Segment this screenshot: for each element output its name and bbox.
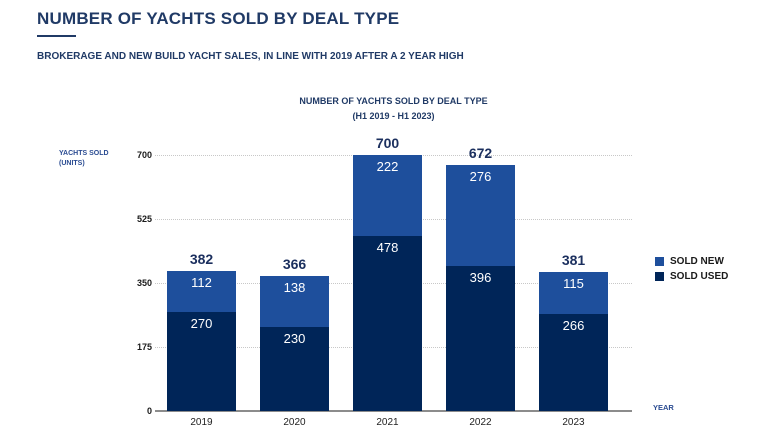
x-tick-label: 2022 (469, 417, 492, 428)
segment-sold-used: 230 (260, 326, 329, 411)
segment-sold-new: 138 (260, 276, 329, 327)
segment-value-label: 230 (283, 330, 306, 346)
segment-value-label: 270 (190, 316, 213, 332)
legend-label: SOLD USED (670, 271, 729, 282)
x-tick-label: 2021 (376, 417, 399, 428)
x-axis-label: YEAR (653, 403, 674, 412)
segment-value-label: 138 (283, 280, 306, 296)
legend-swatch-icon (655, 272, 664, 281)
bar-2020: 230 138 366 (260, 155, 329, 411)
title-underline (37, 35, 76, 37)
y-tick-label: 525 (136, 214, 152, 224)
segment-value-label: 115 (563, 275, 584, 291)
y-tick-label: 700 (136, 150, 152, 160)
segment-sold-used: 396 (446, 266, 515, 411)
x-tick-label: 2019 (190, 417, 213, 428)
segment-sold-new: 112 (167, 271, 236, 313)
segment-value-label: 112 (191, 275, 212, 291)
segment-value-label: 222 (376, 159, 399, 175)
y-tick-label: 175 (136, 342, 152, 352)
plot-area: 270 112 382 230 138 366 478 222 700 396 276 672 266 1… (155, 135, 632, 412)
segment-value-label: 266 (562, 317, 585, 333)
segment-sold-new: 115 (539, 271, 608, 314)
legend: SOLD NEW SOLD USED (655, 256, 728, 286)
legend-item-sold-new: SOLD NEW (655, 256, 728, 267)
bar-2023: 266 115 381 (539, 155, 608, 411)
bar-2019: 270 112 382 (167, 155, 236, 411)
bar-2022: 396 276 672 (446, 145, 515, 411)
x-tick-label: 2023 (562, 417, 585, 428)
segment-value-label: 276 (469, 169, 492, 185)
y-tick-label: 0 (146, 406, 152, 416)
legend-label: SOLD NEW (670, 256, 724, 267)
page-title: NUMBER OF YACHTS SOLD BY DEAL TYPE (37, 9, 400, 28)
segment-sold-new: 276 (446, 165, 515, 267)
bar-total-label: 700 (375, 135, 400, 151)
x-tick-label: 2020 (283, 417, 306, 428)
bar-total-label: 382 (189, 251, 214, 268)
bar-2021: 478 222 700 (353, 135, 422, 411)
segment-value-label: 478 (376, 240, 399, 256)
bar-total-label: 366 (282, 256, 307, 273)
page-subtitle: BROKERAGE AND NEW BUILD YACHT SALES, IN … (37, 51, 464, 62)
chart-title: NUMBER OF YACHTS SOLD BY DEAL TYPE (299, 96, 488, 106)
segment-sold-new: 222 (353, 155, 422, 237)
y-axis-label: YACHTS SOLD (UNITS) (59, 150, 109, 167)
bar-total-label: 672 (468, 145, 493, 162)
bar-total-label: 381 (561, 251, 586, 268)
chart-subtitle: (H1 2019 - H1 2023) (352, 111, 435, 121)
segment-value-label: 396 (469, 270, 492, 286)
segment-sold-used: 266 (539, 313, 608, 411)
legend-swatch-icon (655, 257, 664, 266)
segment-sold-used: 270 (167, 312, 236, 411)
segment-sold-used: 478 (353, 236, 422, 411)
x-axis-line (155, 410, 632, 412)
legend-item-sold-used: SOLD USED (655, 271, 728, 282)
y-tick-label: 350 (136, 278, 152, 288)
